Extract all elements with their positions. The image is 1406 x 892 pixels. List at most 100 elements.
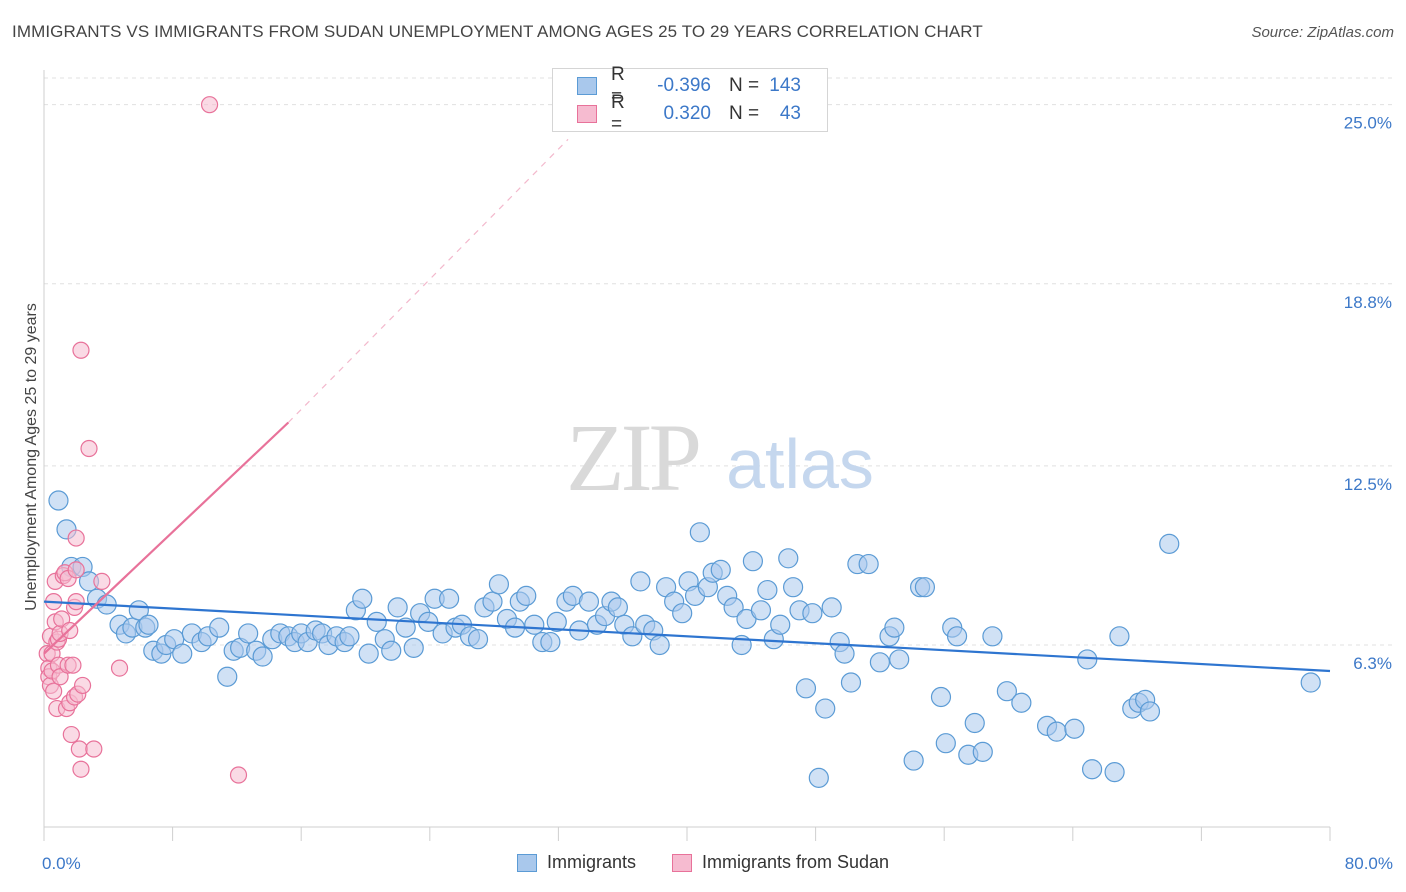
data-point-sudan: [110, 659, 129, 677]
data-point-immigrants: [808, 767, 829, 788]
data-point-immigrants: [815, 698, 836, 719]
data-point-immigrants: [252, 646, 273, 667]
tick-labels: 6.3% 12.5% 18.8% 25.0% 0.0% 80.0%: [42, 114, 1393, 873]
correlation-legend: R = -0.396 N = 143 R = 0.320 N = 43: [552, 64, 828, 135]
axes: [43, 70, 1331, 841]
watermark: ZIP atlas: [566, 404, 874, 511]
legend-label-sudan: Immigrants from Sudan: [701, 852, 890, 872]
legend-n-value: 143: [769, 75, 801, 96]
data-point-immigrants: [1064, 718, 1085, 739]
data-point-immigrants: [366, 611, 387, 632]
data-point-immigrants: [1077, 649, 1098, 670]
watermark-atlas: atlas: [726, 425, 874, 503]
data-point-immigrants: [889, 649, 910, 670]
x-tick-label: 0.0%: [42, 854, 81, 873]
data-point-immigrants: [217, 666, 238, 687]
data-point-immigrants: [540, 631, 561, 653]
legend-swatch-pink: [671, 853, 692, 872]
data-point-sudan: [67, 561, 85, 579]
data-point-immigrants: [438, 588, 460, 609]
data-point-immigrants: [649, 634, 670, 656]
data-point-immigrants: [578, 591, 600, 612]
legend-item-immigrants: Immigrants: [516, 852, 636, 873]
data-point-immigrants: [172, 643, 193, 664]
data-point-immigrants: [903, 750, 924, 771]
data-point-immigrants: [930, 686, 952, 708]
data-point-immigrants: [1109, 626, 1130, 647]
legend-row-immigrants: R = -0.396 N = 143: [577, 64, 801, 107]
data-point-sudan: [62, 725, 80, 744]
legend-r-label: R =: [611, 64, 625, 107]
legend-r-value: -0.396: [657, 75, 711, 96]
data-point-immigrants: [387, 597, 408, 618]
data-point-immigrants: [914, 577, 936, 598]
data-point-immigrants: [622, 626, 643, 647]
data-point-immigrants: [482, 591, 503, 612]
source-label: Source: ZipAtlas.com: [1251, 24, 1394, 41]
data-point-immigrants: [996, 681, 1017, 702]
data-point-sudan: [200, 96, 219, 114]
data-point-immigrants: [1011, 692, 1032, 713]
legend-swatch-blue: [577, 77, 597, 95]
data-point-immigrants: [884, 617, 905, 638]
data-point-immigrants: [352, 588, 373, 609]
data-point-immigrants: [467, 629, 489, 650]
data-point-immigrants: [546, 611, 567, 632]
data-point-sudan: [72, 341, 90, 359]
data-point-immigrants: [834, 643, 855, 664]
trend-line-immigrants: [43, 600, 1331, 673]
data-point-immigrants: [339, 626, 360, 647]
data-point-immigrants: [488, 574, 510, 595]
data-point-immigrants: [821, 597, 842, 618]
data-point-immigrants: [689, 522, 710, 543]
data-point-immigrants: [630, 571, 651, 592]
data-point-immigrants: [710, 559, 731, 580]
data-point-immigrants: [742, 551, 764, 572]
legend-swatch-blue: [516, 853, 537, 872]
legend-r-label: R =: [611, 92, 625, 135]
legend-item-sudan: Immigrants from Sudan: [671, 852, 890, 873]
data-point-immigrants: [1139, 701, 1161, 722]
data-point-sudan: [93, 572, 111, 591]
watermark-zip: ZIP: [566, 404, 699, 511]
chart-title: IMMIGRANTS VS IMMIGRANTS FROM SUDAN UNEM…: [12, 22, 983, 41]
data-point-immigrants: [48, 490, 69, 511]
x-tick-label: 80.0%: [1345, 854, 1393, 873]
data-point-immigrants: [1159, 533, 1180, 554]
data-point-immigrants: [757, 579, 778, 601]
data-point-immigrants: [238, 623, 259, 644]
data-point-immigrants: [946, 626, 968, 647]
data-point-immigrants: [1300, 672, 1321, 693]
data-point-sudan: [80, 439, 98, 458]
data-point-immigrants: [403, 637, 424, 658]
data-point-immigrants: [607, 597, 628, 618]
data-point-immigrants: [1104, 762, 1125, 783]
data-point-immigrants: [778, 548, 799, 569]
data-point-immigrants: [802, 603, 823, 624]
y-tick-label: 25.0%: [1344, 114, 1392, 133]
legend-label-immigrants: Immigrants: [546, 852, 636, 872]
data-point-immigrants: [972, 741, 993, 762]
trend-lines: [43, 138, 1331, 673]
legend-n-label: N =: [729, 103, 760, 124]
data-point-immigrants: [1046, 721, 1067, 742]
data-point-immigrants: [209, 617, 230, 638]
data-point-sudan: [85, 740, 103, 758]
data-point-immigrants: [395, 617, 416, 638]
trend-line-sudan-extension: [287, 138, 569, 423]
legend-n-label: N =: [729, 75, 760, 96]
data-point-immigrants: [770, 614, 791, 635]
data-point-sudan: [45, 682, 63, 700]
data-point-immigrants: [840, 672, 862, 693]
data-point-sudan: [67, 593, 85, 611]
legend-n-value: 43: [779, 103, 801, 124]
y-tick-label: 6.3%: [1353, 654, 1392, 673]
data-point-immigrants: [982, 626, 1003, 647]
y-tick-label: 12.5%: [1344, 475, 1392, 494]
series-immigrants: [48, 490, 1321, 788]
data-point-sudan: [70, 740, 88, 758]
data-point-immigrants: [516, 585, 537, 606]
legend-swatch-pink: [577, 105, 597, 123]
y-axis-label: Unemployment Among Ages 25 to 29 years: [23, 303, 40, 611]
